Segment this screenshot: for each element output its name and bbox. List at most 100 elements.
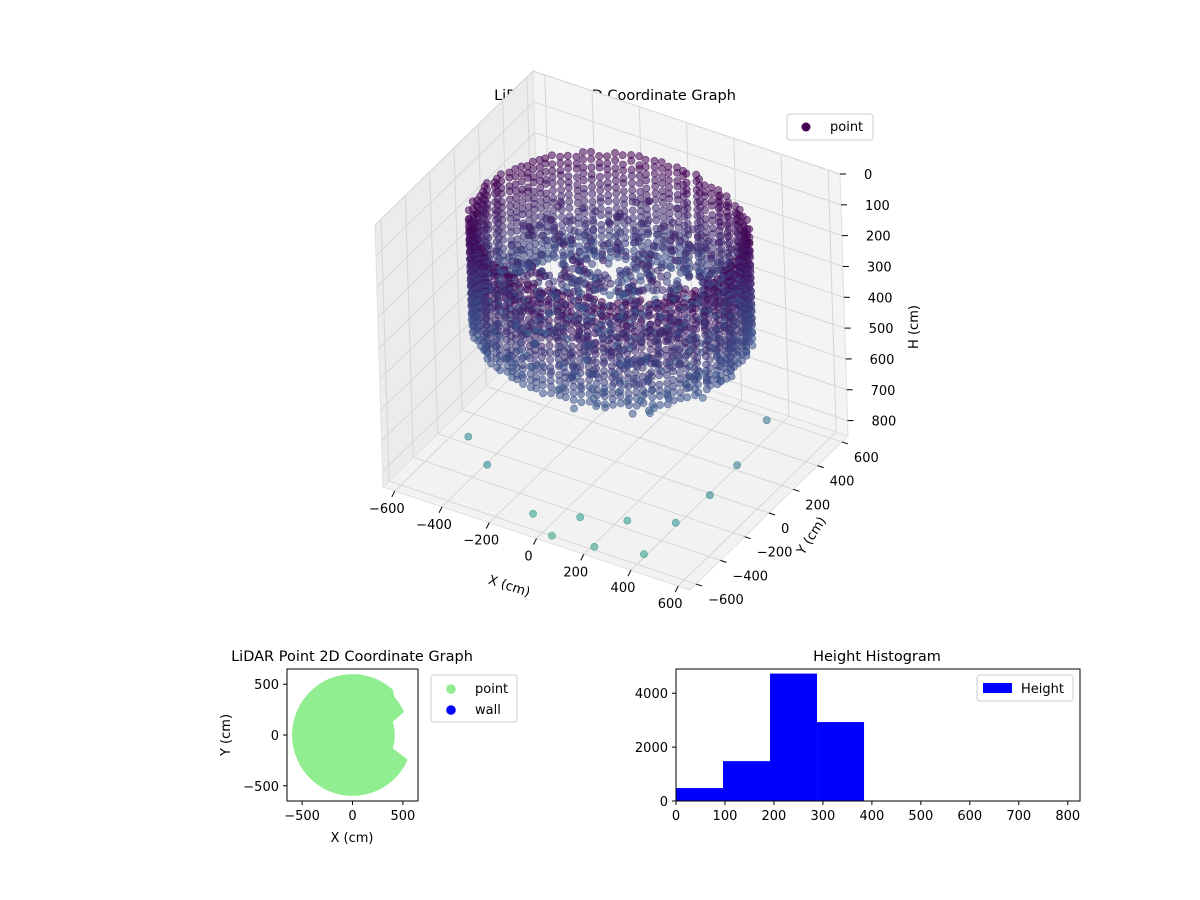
point-marker — [682, 352, 690, 361]
point-marker — [618, 151, 627, 160]
point-marker — [709, 244, 718, 253]
point-marker — [658, 172, 666, 181]
point-marker — [596, 172, 604, 181]
point-marker — [529, 157, 537, 166]
x-tick-label: −500 — [284, 809, 320, 824]
point-marker — [545, 334, 554, 343]
grid-line — [437, 433, 745, 538]
point-marker — [577, 398, 586, 407]
y-tick-label: 600 — [854, 451, 879, 466]
point-marker — [641, 155, 650, 164]
z-tick-label: 800 — [872, 415, 897, 430]
point-marker — [589, 238, 598, 246]
point-marker — [611, 156, 620, 165]
point-marker — [627, 172, 636, 180]
point-marker — [606, 219, 614, 228]
point-marker — [625, 401, 633, 410]
point-marker — [636, 187, 645, 196]
x-tick-label: 200 — [563, 565, 588, 580]
point-marker — [650, 162, 659, 171]
point-marker — [614, 253, 622, 262]
point-marker — [611, 176, 620, 185]
point-marker — [615, 292, 624, 301]
point-marker — [557, 205, 566, 214]
point-marker — [698, 393, 707, 402]
point-marker — [621, 255, 630, 264]
grid-line — [380, 219, 390, 482]
point-marker — [529, 178, 538, 187]
point-marker — [518, 210, 527, 219]
point-marker — [597, 232, 606, 241]
point-marker — [616, 392, 625, 401]
point-marker — [530, 213, 539, 221]
point-marker — [579, 169, 588, 178]
point-marker — [524, 285, 532, 294]
chart-histogram: Height Histogram 0 100 200 300 400 500 600 700 8… — [635, 649, 1081, 824]
y-tick-label: 200 — [805, 498, 830, 513]
point-marker — [529, 187, 538, 196]
point-marker — [620, 219, 629, 228]
y-tick-mark — [720, 559, 727, 563]
y-tick-label: −600 — [708, 593, 744, 608]
point-marker — [660, 245, 669, 254]
chart-3d-legend-marker — [801, 122, 811, 132]
point-marker — [500, 315, 509, 324]
point-marker — [632, 401, 641, 410]
histogram-title: Height Histogram — [813, 649, 941, 665]
y-tick-label: 0 — [660, 795, 668, 810]
grid-line — [375, 101, 535, 257]
point-marker — [507, 228, 515, 237]
chart-2d-legend-wall-label: wall — [475, 703, 501, 718]
point-marker — [579, 155, 587, 164]
point-marker — [506, 195, 514, 204]
point-marker — [604, 211, 613, 219]
point-marker — [613, 218, 621, 226]
point-marker — [657, 272, 665, 281]
chart-2d-legend-point-label: point — [475, 682, 508, 697]
point-marker — [569, 396, 578, 404]
point-marker — [623, 349, 632, 358]
point-marker — [539, 389, 547, 398]
point-marker — [564, 164, 572, 172]
point-marker — [623, 516, 632, 525]
point-marker — [529, 165, 537, 173]
point-marker — [570, 404, 578, 413]
point-marker — [507, 337, 515, 346]
grid-line — [453, 147, 463, 411]
point-marker — [624, 382, 633, 390]
point-marker — [675, 250, 684, 258]
x-tick-label: 300 — [810, 809, 835, 824]
x-tick-label: −600 — [369, 502, 405, 517]
point-marker — [545, 341, 554, 350]
point-marker — [658, 179, 667, 188]
point-marker — [572, 164, 581, 173]
point-marker — [648, 386, 656, 394]
histogram-bar — [770, 673, 818, 801]
point-marker — [505, 173, 514, 182]
grid-line — [376, 132, 536, 288]
grid-line — [388, 480, 697, 585]
point-marker — [519, 272, 528, 280]
point-marker — [616, 399, 625, 408]
point-marker — [535, 163, 544, 172]
point-marker — [544, 300, 553, 309]
point-marker — [663, 371, 671, 380]
point-marker — [608, 382, 617, 390]
grid-line — [780, 154, 790, 417]
point-marker — [612, 197, 621, 206]
chart-2d: LiDAR Point 2D Coordinate Graph −500 −500… — [219, 649, 518, 846]
point-marker — [530, 205, 539, 214]
grid-line — [533, 101, 842, 206]
point-marker — [595, 152, 604, 160]
point-marker — [646, 409, 654, 418]
point-marker — [537, 320, 545, 329]
point-marker — [537, 333, 546, 342]
point-marker — [683, 393, 692, 402]
z-tick-label: 200 — [866, 230, 891, 245]
point-marker — [506, 202, 515, 211]
point-marker — [592, 402, 601, 410]
point-marker — [667, 264, 676, 272]
x-tick-label: 0 — [672, 809, 680, 824]
chart-2d-title: LiDAR Point 2D Coordinate Graph — [231, 649, 473, 665]
histogram-legend: Height — [976, 674, 1074, 702]
